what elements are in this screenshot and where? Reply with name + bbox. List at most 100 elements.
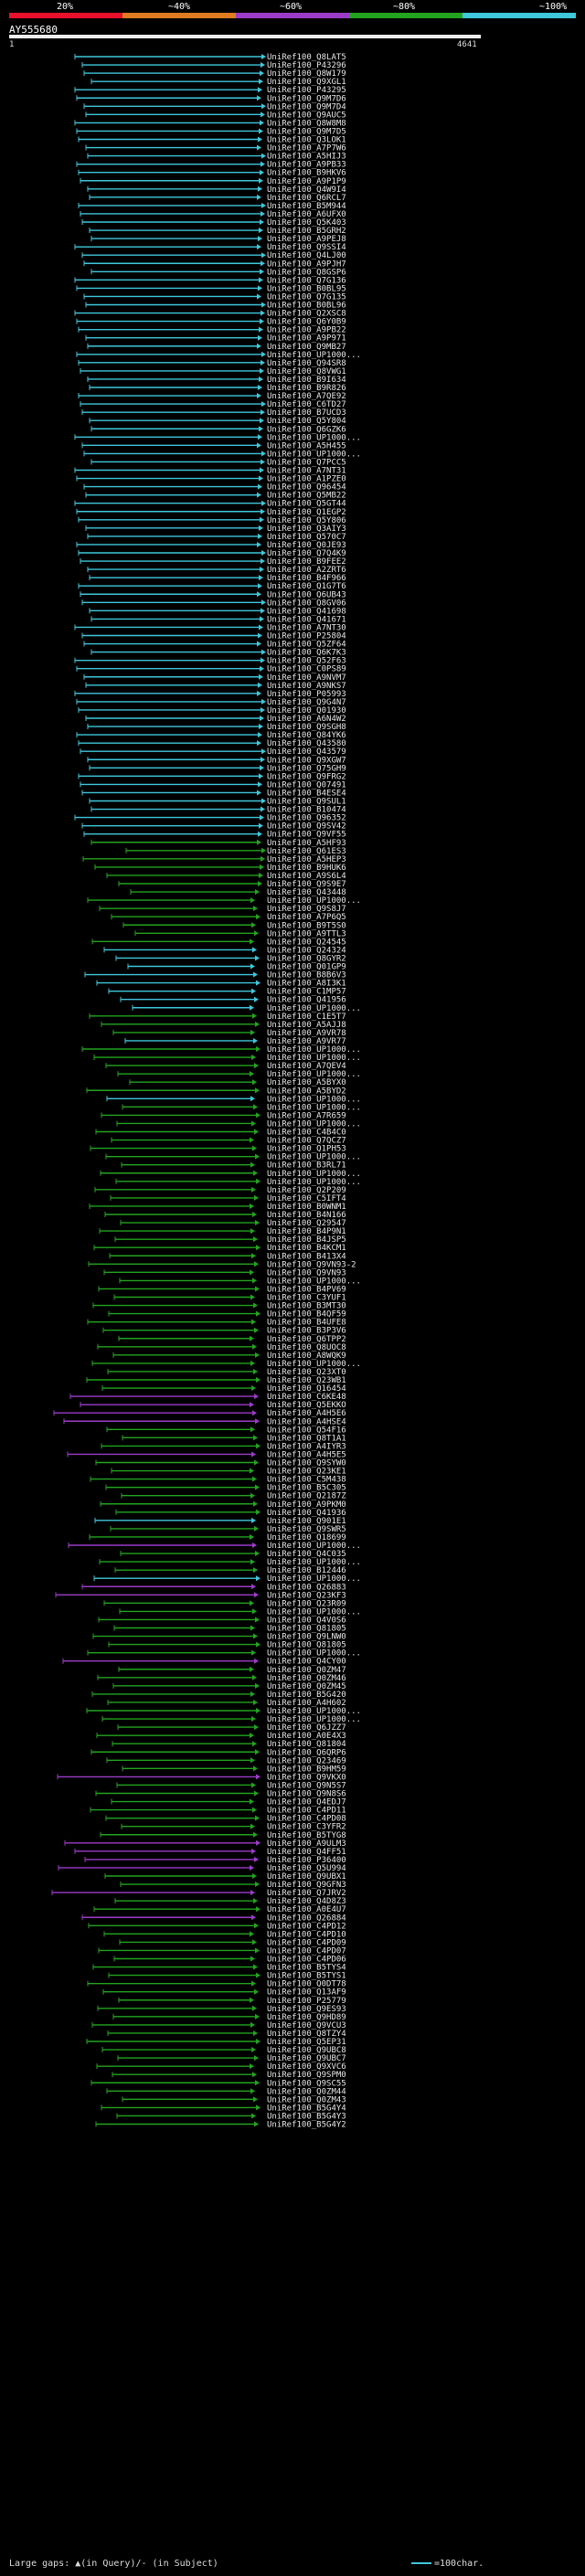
hit-label[interactable]: UniRef100_P43296	[267, 61, 346, 70]
hit-label[interactable]: UniRef100_Q2XSC8	[267, 310, 346, 319]
hit-label[interactable]: UniRef100_A0E4X3	[267, 1732, 346, 1741]
hit-label[interactable]: UniRef100_UP1000...	[267, 1103, 361, 1112]
hit-label[interactable]: UniRef100_B4F966	[267, 574, 346, 583]
hit-label[interactable]: UniRef100_C3YUF1	[267, 1294, 346, 1303]
hit-label[interactable]: UniRef100_Q7PCC5	[267, 458, 346, 467]
hit-label[interactable]: UniRef100_Q5U994	[267, 1864, 346, 1873]
hit-label[interactable]: UniRef100_B0BL96	[267, 302, 346, 311]
hit-label[interactable]: UniRef100_Q96352	[267, 814, 346, 823]
hit-label[interactable]: UniRef100_Q8GSP6	[267, 268, 346, 277]
hit-label[interactable]: UniRef100_B0BL95	[267, 284, 346, 293]
hit-label[interactable]: UniRef100_Q3LOK1	[267, 136, 346, 145]
hit-label[interactable]: UniRef100_UP1000...	[267, 1119, 361, 1129]
hit-label[interactable]: UniRef100_C5IFT4	[267, 1194, 346, 1203]
hit-label[interactable]: UniRef100_C1E5T7	[267, 1012, 346, 1022]
hit-label[interactable]: UniRef100_Q9SGH8	[267, 723, 346, 732]
hit-label[interactable]: UniRef100_Q9HD89	[267, 2013, 346, 2022]
hit-label[interactable]: UniRef100_A4H5E5	[267, 1450, 346, 1459]
hit-label[interactable]: UniRef100_Q61ES3	[267, 847, 346, 856]
hit-label[interactable]: UniRef100_A5HIJ3	[267, 153, 346, 162]
hit-label[interactable]: UniRef100_Q6UB43	[267, 590, 346, 599]
hit-label[interactable]: UniRef100_B10474	[267, 806, 346, 815]
hit-label[interactable]: UniRef100_UP1000...	[267, 1054, 361, 1063]
hit-label[interactable]: UniRef100_A7NT30	[267, 623, 346, 632]
hit-label[interactable]: UniRef100_Q75GH9	[267, 764, 346, 773]
hit-label[interactable]: UniRef100_A5AJJ8	[267, 1021, 346, 1030]
hit-label[interactable]: UniRef100_B0WNM1	[267, 1203, 346, 1212]
hit-label[interactable]: UniRef100_Q6TPP2	[267, 1335, 346, 1344]
hit-label[interactable]: UniRef100_A5HEP3	[267, 855, 346, 864]
hit-label[interactable]: UniRef100_A9VR78	[267, 1029, 346, 1038]
hit-label[interactable]: UniRef100_B9HM59	[267, 1765, 346, 1774]
hit-label[interactable]: UniRef100_Q3AIY3	[267, 525, 346, 534]
hit-label[interactable]: UniRef100_C4B4C0	[267, 1129, 346, 1138]
hit-label[interactable]: UniRef100_C4PD12	[267, 1922, 346, 1931]
hit-label[interactable]: UniRef100_A9PB22	[267, 326, 346, 335]
hit-label[interactable]: UniRef100_P25779	[267, 1997, 346, 2006]
hit-label[interactable]: UniRef100_Q6K7K3	[267, 649, 346, 658]
hit-label[interactable]: UniRef100_A9ULM3	[267, 1839, 346, 1849]
hit-label[interactable]: UniRef100_UP1000...	[267, 1004, 361, 1013]
hit-label[interactable]: UniRef100_A4IYR3	[267, 1442, 346, 1451]
hit-label[interactable]: UniRef100_B9T5S0	[267, 921, 346, 930]
hit-label[interactable]: UniRef100_Q9SYW0	[267, 1459, 346, 1468]
hit-label[interactable]: UniRef100_Q1PH53	[267, 1145, 346, 1154]
hit-label[interactable]: UniRef100_UP1000...	[267, 1045, 361, 1055]
hit-label[interactable]: UniRef100_B9R826	[267, 384, 346, 393]
hit-label[interactable]: UniRef100_A0E4U7	[267, 1905, 346, 1914]
hit-label[interactable]: UniRef100_Q9UBX1	[267, 1872, 346, 1882]
hit-label[interactable]: UniRef100_B413X4	[267, 1252, 346, 1261]
hit-label[interactable]: UniRef100_Q26884	[267, 1913, 346, 1923]
hit-label[interactable]: UniRef100_B3P3V6	[267, 1327, 346, 1336]
hit-label[interactable]: UniRef100_Q8GV06	[267, 599, 346, 608]
hit-label[interactable]: UniRef100_B5GRH2	[267, 227, 346, 236]
hit-label[interactable]: UniRef100_UP1000...	[267, 1607, 361, 1617]
hit-label[interactable]: UniRef100_C4PD07	[267, 1946, 346, 1956]
hit-label[interactable]: UniRef100_Q1G7T6	[267, 582, 346, 591]
hit-label[interactable]: UniRef100_Q24545	[267, 938, 346, 947]
hit-label[interactable]: UniRef100_Q5GT44	[267, 500, 346, 509]
hit-label[interactable]: UniRef100_A9P1P9	[267, 177, 346, 186]
hit-label[interactable]: UniRef100_Q81805	[267, 1625, 346, 1634]
hit-label[interactable]: UniRef100_B5TYG8	[267, 1831, 346, 1840]
hit-label[interactable]: UniRef100_Q18699	[267, 1533, 346, 1542]
hit-label[interactable]: UniRef100_Q9XVC6	[267, 2062, 346, 2072]
hit-label[interactable]: UniRef100_Q0ZM44	[267, 2087, 346, 2096]
hit-label[interactable]: UniRef100_Q4V0S6	[267, 1616, 346, 1625]
hit-label[interactable]: UniRef100_Q9UBC7	[267, 2054, 346, 2063]
hit-label[interactable]: UniRef100_UP1000...	[267, 1707, 361, 1716]
hit-label[interactable]: UniRef100_B7UCD3	[267, 408, 346, 418]
hit-label[interactable]: UniRef100_Q7G135	[267, 292, 346, 302]
hit-label[interactable]: UniRef100_A1PZE0	[267, 475, 346, 484]
hit-label[interactable]: UniRef100_UP1000...	[267, 1095, 361, 1104]
hit-label[interactable]: UniRef100_Q5ZF64	[267, 641, 346, 650]
hit-label[interactable]: UniRef100_Q9SUL1	[267, 798, 346, 807]
hit-label[interactable]: UniRef100_Q5Y804	[267, 417, 346, 426]
hit-label[interactable]: UniRef100_Q43448	[267, 888, 346, 897]
hit-label[interactable]: UniRef100_B9HUK6	[267, 864, 346, 873]
hit-label[interactable]: UniRef100_B4KCM1	[267, 1244, 346, 1253]
hit-label[interactable]: UniRef100_UP1000...	[267, 1170, 361, 1179]
hit-label[interactable]: UniRef100_Q4CY00	[267, 1658, 346, 1667]
hit-label[interactable]: UniRef100_UP1000...	[267, 1070, 361, 1079]
hit-label[interactable]: UniRef100_Q24324	[267, 946, 346, 955]
hit-label[interactable]: UniRef100_UP1000...	[267, 1277, 361, 1286]
hit-label[interactable]: UniRef100_Q43579	[267, 747, 346, 757]
hit-label[interactable]: UniRef100_Q0ZM45	[267, 1682, 346, 1691]
hit-label[interactable]: UniRef100_UP1000...	[267, 1715, 361, 1724]
hit-label[interactable]: UniRef100_C3YFR2	[267, 1823, 346, 1832]
hit-label[interactable]: UniRef100_Q8UOC8	[267, 1343, 346, 1352]
hit-label[interactable]: UniRef100_Q4C035	[267, 1550, 346, 1559]
hit-label[interactable]: UniRef100_A9S6L4	[267, 872, 346, 881]
hit-label[interactable]: UniRef100_P05993	[267, 690, 346, 699]
hit-label[interactable]: UniRef100_A7R659	[267, 1111, 346, 1120]
hit-label[interactable]: UniRef100_A6N4W2	[267, 715, 346, 724]
hit-label[interactable]: UniRef100_Q9AUC5	[267, 111, 346, 120]
hit-label[interactable]: UniRef100_Q8W8M8	[267, 119, 346, 128]
hit-label[interactable]: UniRef100_UP1000...	[267, 1542, 361, 1551]
hit-label[interactable]: UniRef100_Q9GFN3	[267, 1881, 346, 1890]
hit-label[interactable]: UniRef100_Q2P209	[267, 1186, 346, 1195]
hit-label[interactable]: UniRef100_UP1000...	[267, 351, 361, 360]
hit-label[interactable]: UniRef100_Q2187Z	[267, 1492, 346, 1501]
hit-label[interactable]: UniRef100_Q9S9E7	[267, 880, 346, 889]
